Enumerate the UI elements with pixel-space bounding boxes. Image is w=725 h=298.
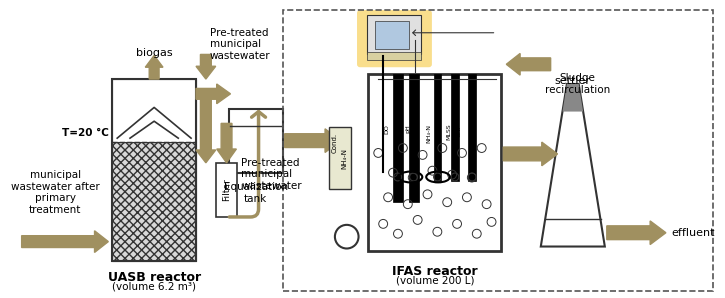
Bar bbox=[112, 79, 196, 261]
Text: Sludge
recirculation: Sludge recirculation bbox=[545, 73, 610, 95]
Text: DO: DO bbox=[384, 124, 389, 134]
Bar bbox=[451, 74, 459, 181]
Bar bbox=[409, 74, 418, 202]
FancyArrow shape bbox=[503, 142, 558, 166]
Text: NH₄-N: NH₄-N bbox=[426, 124, 431, 143]
Bar bbox=[368, 74, 502, 252]
Text: MLSS: MLSS bbox=[447, 124, 452, 140]
Bar bbox=[393, 74, 402, 202]
FancyBboxPatch shape bbox=[357, 10, 432, 67]
Text: pH: pH bbox=[405, 124, 410, 133]
Text: municipal
wastewater after
primary
treatment: municipal wastewater after primary treat… bbox=[11, 170, 99, 215]
Text: Pre-treated
municipal
wastewater: Pre-treated municipal wastewater bbox=[241, 158, 302, 191]
Bar bbox=[112, 79, 196, 142]
Polygon shape bbox=[541, 84, 605, 246]
FancyArrow shape bbox=[607, 221, 666, 245]
Text: NO₃-N: NO₃-N bbox=[436, 124, 442, 143]
Bar bbox=[375, 21, 409, 49]
Text: NO₂-N: NO₂-N bbox=[415, 124, 420, 143]
Bar bbox=[228, 108, 283, 173]
Text: (volume 6.2 m³): (volume 6.2 m³) bbox=[112, 281, 196, 291]
Text: Equalization
tank: Equalization tank bbox=[223, 182, 288, 204]
Bar bbox=[468, 74, 476, 181]
Text: Filter: Filter bbox=[222, 179, 231, 201]
Text: NH₄-N: NH₄-N bbox=[341, 148, 348, 169]
Text: ORP: ORP bbox=[457, 124, 462, 137]
FancyArrow shape bbox=[217, 123, 236, 163]
Text: effluent: effluent bbox=[672, 228, 716, 238]
FancyArrow shape bbox=[196, 84, 231, 104]
Text: Cond.: Cond. bbox=[332, 133, 338, 153]
FancyArrow shape bbox=[196, 89, 216, 163]
Text: Cond: Cond bbox=[395, 124, 400, 140]
Text: UASB reactor: UASB reactor bbox=[107, 271, 201, 284]
Text: (volume 200 L): (volume 200 L) bbox=[396, 275, 474, 285]
FancyArrow shape bbox=[22, 231, 108, 252]
Polygon shape bbox=[563, 84, 583, 111]
FancyArrow shape bbox=[145, 55, 163, 79]
Text: biogas: biogas bbox=[136, 48, 173, 58]
FancyArrow shape bbox=[285, 129, 341, 153]
FancyArrow shape bbox=[196, 55, 216, 79]
Bar bbox=[112, 142, 196, 261]
Bar bbox=[367, 52, 421, 60]
Text: T=20 °C: T=20 °C bbox=[62, 128, 109, 138]
FancyArrow shape bbox=[506, 53, 551, 75]
Text: Pre-treated
municipal
wastewater: Pre-treated municipal wastewater bbox=[210, 28, 270, 61]
Bar bbox=[283, 10, 713, 291]
Text: settler: settler bbox=[555, 76, 591, 86]
Bar bbox=[367, 15, 421, 55]
Bar bbox=[216, 163, 237, 217]
Bar bbox=[434, 74, 442, 181]
Bar bbox=[329, 127, 351, 190]
Text: IFAS reactor: IFAS reactor bbox=[392, 265, 478, 278]
